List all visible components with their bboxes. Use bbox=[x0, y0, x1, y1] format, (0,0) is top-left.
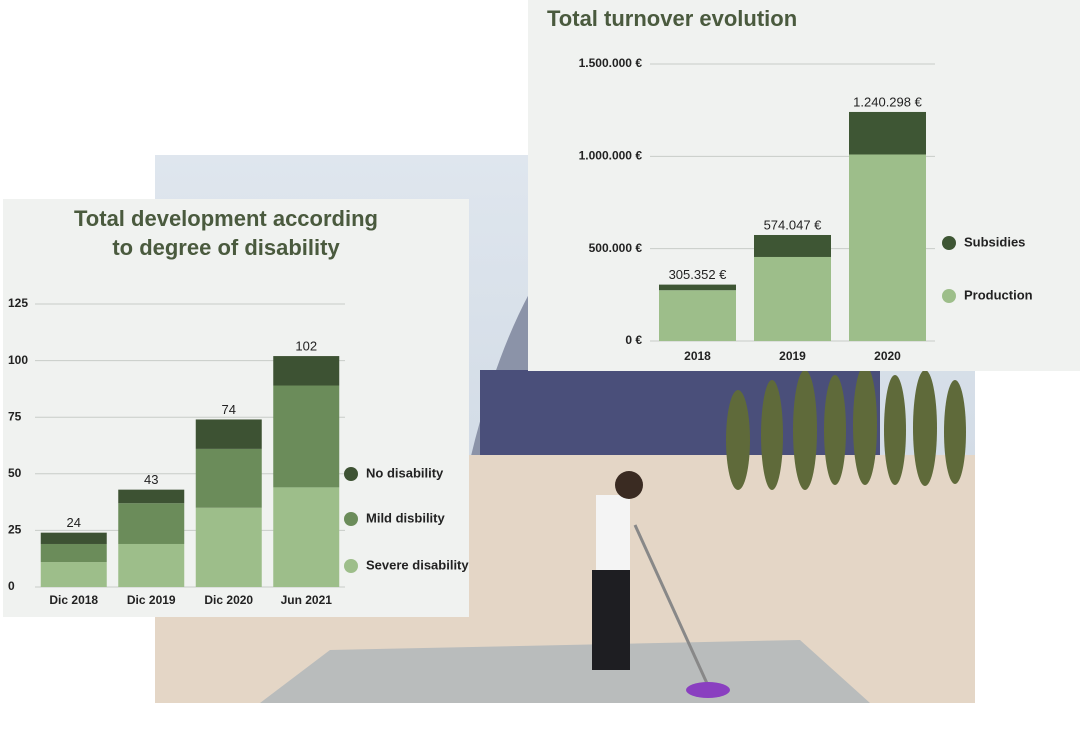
x-tick-label: Dic 2018 bbox=[49, 593, 98, 607]
total-label: 43 bbox=[144, 472, 158, 487]
legend-label: Production bbox=[964, 287, 1033, 302]
total-label: 74 bbox=[222, 402, 236, 417]
y-tick-label: 0 bbox=[8, 579, 15, 593]
x-tick-label: Dic 2019 bbox=[127, 593, 176, 607]
bar-segment bbox=[849, 154, 926, 341]
y-tick-label: 1.500.000 € bbox=[579, 56, 643, 70]
y-tick-label: 25 bbox=[8, 523, 22, 537]
bar-segment bbox=[40, 532, 107, 544]
bar-segment bbox=[273, 356, 340, 386]
y-tick-label: 125 bbox=[8, 296, 28, 310]
bar-segment bbox=[273, 385, 340, 488]
total-label: 1.240.298 € bbox=[853, 94, 922, 109]
bar-segment bbox=[754, 234, 831, 257]
bar-segment bbox=[118, 489, 185, 504]
bar-segment bbox=[849, 111, 926, 155]
bar-segment bbox=[659, 290, 736, 341]
chart-title: Total turnover evolution bbox=[547, 6, 797, 31]
y-tick-label: 1.000.000 € bbox=[579, 149, 643, 163]
chart-title: Total development according to degree of … bbox=[74, 206, 378, 260]
total-label: 305.352 € bbox=[669, 267, 728, 282]
legend-label: Subsidies bbox=[964, 234, 1025, 249]
legend-label: Severe disability bbox=[366, 557, 469, 572]
x-tick-label: 2018 bbox=[684, 349, 711, 363]
bar-segment bbox=[40, 562, 107, 587]
bar-segment bbox=[659, 284, 736, 291]
legend-swatch bbox=[344, 467, 358, 481]
y-tick-label: 0 € bbox=[625, 333, 642, 347]
y-tick-label: 500.000 € bbox=[589, 241, 643, 255]
bar-segment bbox=[118, 503, 185, 544]
legend-swatch bbox=[942, 236, 956, 250]
x-tick-label: Jun 2021 bbox=[281, 593, 333, 607]
bar-segment bbox=[195, 507, 262, 587]
legend-swatch bbox=[344, 512, 358, 526]
legend-label: Mild disbility bbox=[366, 510, 445, 525]
bar-segment bbox=[195, 419, 262, 449]
x-tick-label: 2020 bbox=[874, 349, 901, 363]
bar-segment bbox=[195, 448, 262, 508]
legend-swatch bbox=[344, 559, 358, 573]
total-label: 574.047 € bbox=[764, 217, 823, 232]
y-tick-label: 100 bbox=[8, 353, 28, 367]
x-tick-label: Dic 2020 bbox=[204, 593, 253, 607]
bar-segment bbox=[273, 487, 340, 587]
total-label: 24 bbox=[67, 515, 81, 530]
y-tick-label: 50 bbox=[8, 466, 22, 480]
legend-swatch bbox=[942, 289, 956, 303]
total-label: 102 bbox=[295, 339, 317, 354]
legend-label: No disability bbox=[366, 465, 444, 480]
y-tick-label: 75 bbox=[8, 409, 22, 423]
bar-segment bbox=[40, 543, 107, 563]
bar-segment bbox=[118, 543, 185, 587]
bar-segment bbox=[754, 256, 831, 341]
x-tick-label: 2019 bbox=[779, 349, 806, 363]
